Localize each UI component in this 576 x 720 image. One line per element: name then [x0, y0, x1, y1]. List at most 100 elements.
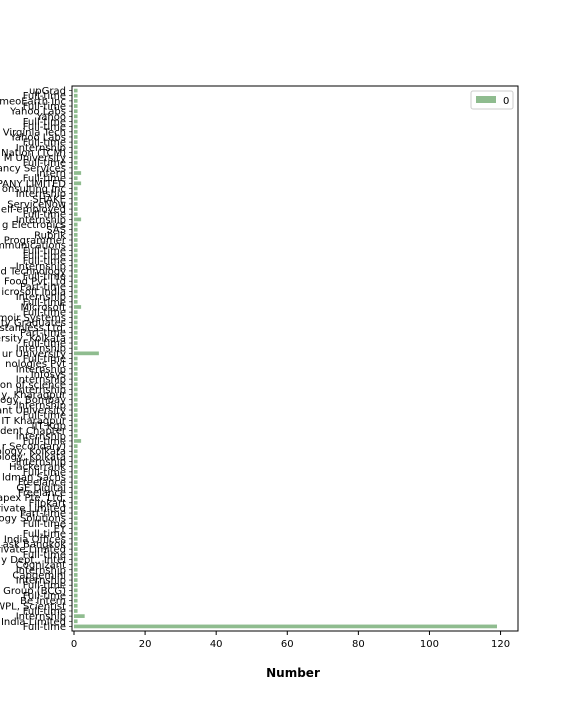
x-ticks: 0 20 40 60 80 100 120 — [71, 631, 510, 650]
category-label: WPL, Scientist — [0, 601, 66, 612]
bar — [74, 459, 78, 464]
category-label: Full-time — [23, 436, 66, 447]
x-tick-label: 60 — [281, 639, 294, 650]
bar — [74, 557, 78, 562]
category-label: Programmer — [4, 236, 67, 247]
bar — [74, 114, 78, 119]
bar — [74, 454, 78, 459]
bar — [74, 449, 78, 454]
category-label: India Offices — [4, 534, 66, 545]
bar — [74, 547, 78, 551]
bar — [74, 248, 78, 253]
category-label: Rubrik — [34, 230, 66, 241]
bar — [74, 104, 78, 108]
category-label: IIT Kgp — [32, 421, 66, 432]
plot-frame — [71, 85, 519, 632]
category-label: Internship — [16, 431, 66, 442]
bar — [74, 397, 78, 402]
bar — [74, 232, 78, 237]
category-label: Hackerrank — [9, 462, 66, 473]
bar — [74, 444, 78, 448]
bar — [74, 140, 78, 144]
bar — [74, 495, 78, 500]
bar — [74, 619, 78, 624]
bar — [74, 207, 78, 211]
category-label: elf-employed — [1, 205, 66, 216]
category-label: ant University — [0, 406, 66, 417]
bar — [74, 320, 78, 325]
bar — [74, 408, 78, 412]
category-label: Full-time — [23, 606, 66, 617]
bar — [74, 403, 78, 407]
category-label: Intern — [36, 169, 66, 180]
category-label: PANY LIMITED — [0, 179, 66, 190]
bar — [74, 500, 78, 505]
category-label: Full-time — [23, 529, 66, 540]
bar — [74, 433, 78, 438]
bar — [74, 624, 497, 629]
bar — [74, 129, 78, 134]
category-label: logy Solutions — [0, 514, 66, 525]
category-label: y, Kharagpur — [1, 390, 67, 401]
category-label: Yahoo Labs — [9, 132, 66, 143]
category-label: Freelance — [18, 478, 66, 489]
x-tick-label: 0 — [71, 639, 77, 650]
x-tick-label: 80 — [352, 639, 365, 650]
bar — [74, 263, 78, 268]
category-label: g Electronics — [2, 220, 66, 231]
bar — [74, 93, 78, 98]
category-label: Full-time — [23, 297, 66, 308]
bar — [74, 341, 78, 345]
bar — [74, 516, 78, 521]
bar — [74, 351, 99, 356]
bar — [74, 593, 78, 598]
category-label: Internship — [16, 215, 66, 226]
category-label: Cognizant — [16, 560, 66, 571]
bar — [74, 155, 78, 160]
bar — [74, 423, 78, 428]
category-label: Full-time — [23, 550, 66, 561]
bar — [74, 526, 78, 531]
bar — [74, 377, 78, 381]
category-label: EY — [54, 524, 67, 535]
category-label: Full-time — [23, 339, 66, 350]
category-label: Yahoo — [36, 112, 66, 123]
category-label: mmunications — [0, 241, 66, 252]
category-label: Full-time — [23, 308, 66, 319]
bar — [74, 542, 78, 546]
category-label: ldman Sachs — [2, 473, 66, 484]
category-label: rivate Limited — [0, 545, 66, 556]
plot-background — [72, 86, 518, 631]
category-label: SAS — [46, 225, 66, 236]
bar — [74, 578, 78, 582]
category-label: India Limited — [1, 617, 66, 628]
category-label: Full-time — [23, 467, 66, 478]
category-label: Full-time — [23, 91, 66, 102]
category-label: SHAKE — [32, 194, 66, 205]
bar — [74, 88, 78, 93]
bar — [74, 366, 78, 371]
legend-swatch — [476, 96, 496, 103]
category-label: Full-time — [23, 117, 66, 128]
category-label: Freelance — [18, 488, 66, 499]
bar — [74, 310, 78, 314]
legend: 0 — [470, 90, 514, 110]
category-label: IT Kharagpur — [1, 416, 67, 427]
category-label: Be Intern — [20, 596, 66, 607]
bar — [74, 196, 78, 201]
category-label: Full-time — [23, 591, 66, 602]
category-label: d Technology — [0, 266, 66, 277]
bar — [74, 552, 78, 557]
bar — [74, 346, 78, 351]
bar — [74, 186, 78, 191]
bar — [74, 614, 85, 618]
bar — [74, 222, 78, 227]
category-label: nologies Pvt — [5, 359, 66, 370]
bar — [74, 439, 82, 443]
category-label: onsulting Inc — [2, 184, 66, 195]
category-label: on of science — [0, 380, 66, 391]
bar — [74, 212, 78, 217]
bar — [74, 392, 78, 397]
bar — [74, 372, 78, 376]
